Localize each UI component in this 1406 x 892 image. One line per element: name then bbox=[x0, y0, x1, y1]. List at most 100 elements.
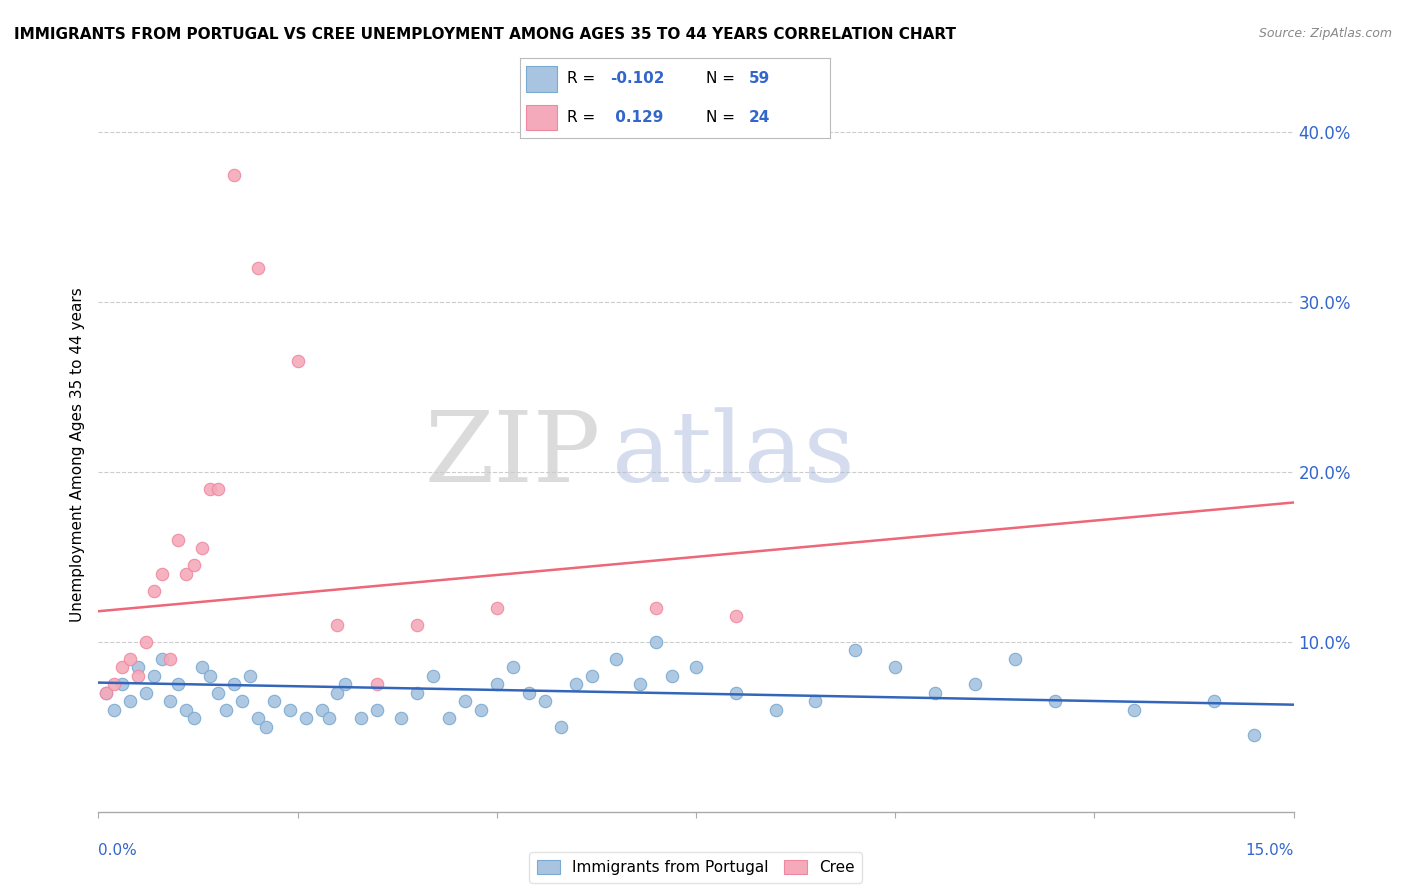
Text: Source: ZipAtlas.com: Source: ZipAtlas.com bbox=[1258, 27, 1392, 40]
Point bbox=[103, 703, 125, 717]
Point bbox=[183, 558, 205, 573]
Text: 15.0%: 15.0% bbox=[1246, 843, 1294, 858]
Point bbox=[174, 566, 197, 581]
Point bbox=[502, 660, 524, 674]
Point bbox=[437, 711, 460, 725]
Point bbox=[191, 541, 214, 556]
Point bbox=[389, 711, 412, 725]
Legend: Immigrants from Portugal, Cree: Immigrants from Portugal, Cree bbox=[530, 852, 862, 882]
Point bbox=[318, 711, 340, 725]
Point bbox=[406, 686, 429, 700]
Point bbox=[159, 694, 181, 708]
Point bbox=[191, 660, 214, 674]
Point bbox=[207, 686, 229, 700]
Point bbox=[804, 694, 827, 708]
Point bbox=[239, 669, 262, 683]
Point bbox=[645, 635, 668, 649]
Text: 59: 59 bbox=[749, 71, 770, 87]
Point bbox=[231, 694, 253, 708]
Point bbox=[183, 711, 205, 725]
Point bbox=[765, 703, 787, 717]
Point bbox=[685, 660, 707, 674]
Point bbox=[517, 686, 540, 700]
Point bbox=[724, 609, 747, 624]
Point bbox=[254, 720, 277, 734]
Text: R =: R = bbox=[567, 71, 600, 87]
Point bbox=[222, 168, 245, 182]
Point bbox=[470, 703, 492, 717]
Point bbox=[366, 677, 388, 691]
Point bbox=[1004, 652, 1026, 666]
Text: R =: R = bbox=[567, 110, 600, 125]
Point bbox=[366, 703, 388, 717]
Point bbox=[198, 669, 221, 683]
Point bbox=[103, 677, 125, 691]
Point bbox=[1243, 728, 1265, 742]
Point bbox=[143, 669, 166, 683]
Point bbox=[844, 643, 866, 657]
Point bbox=[96, 686, 118, 700]
Point bbox=[628, 677, 651, 691]
Text: ZIP: ZIP bbox=[425, 407, 600, 503]
Point bbox=[924, 686, 946, 700]
FancyBboxPatch shape bbox=[526, 66, 557, 92]
Point bbox=[207, 482, 229, 496]
Point bbox=[150, 652, 173, 666]
Point bbox=[127, 669, 149, 683]
Point bbox=[724, 686, 747, 700]
Y-axis label: Unemployment Among Ages 35 to 44 years: Unemployment Among Ages 35 to 44 years bbox=[69, 287, 84, 623]
Point bbox=[963, 677, 986, 691]
Point bbox=[120, 694, 142, 708]
Point bbox=[581, 669, 603, 683]
Text: N =: N = bbox=[706, 71, 740, 87]
Point bbox=[263, 694, 285, 708]
Point bbox=[1043, 694, 1066, 708]
Point bbox=[454, 694, 477, 708]
Point bbox=[311, 703, 333, 717]
Point bbox=[159, 652, 181, 666]
Point bbox=[167, 533, 190, 547]
FancyBboxPatch shape bbox=[526, 104, 557, 130]
Text: N =: N = bbox=[706, 110, 740, 125]
Point bbox=[335, 677, 357, 691]
Point bbox=[143, 583, 166, 598]
Point bbox=[645, 600, 668, 615]
Point bbox=[222, 677, 245, 691]
Point bbox=[215, 703, 238, 717]
Point bbox=[246, 260, 269, 275]
Point bbox=[661, 669, 683, 683]
Point bbox=[605, 652, 627, 666]
Point bbox=[198, 482, 221, 496]
Point bbox=[326, 617, 349, 632]
Text: -0.102: -0.102 bbox=[610, 71, 665, 87]
Point bbox=[326, 686, 349, 700]
Point bbox=[287, 354, 309, 368]
Point bbox=[350, 711, 373, 725]
Text: 0.0%: 0.0% bbox=[98, 843, 138, 858]
Point bbox=[294, 711, 316, 725]
Text: IMMIGRANTS FROM PORTUGAL VS CREE UNEMPLOYMENT AMONG AGES 35 TO 44 YEARS CORRELAT: IMMIGRANTS FROM PORTUGAL VS CREE UNEMPLO… bbox=[14, 27, 956, 42]
Point bbox=[406, 617, 429, 632]
Point bbox=[167, 677, 190, 691]
Point bbox=[127, 660, 149, 674]
Point bbox=[246, 711, 269, 725]
Point bbox=[533, 694, 555, 708]
Point bbox=[150, 566, 173, 581]
Point bbox=[135, 635, 157, 649]
Text: atlas: atlas bbox=[612, 407, 855, 503]
Point bbox=[174, 703, 197, 717]
Point bbox=[120, 652, 142, 666]
Point bbox=[111, 660, 134, 674]
Point bbox=[278, 703, 301, 717]
Point bbox=[96, 686, 118, 700]
Point bbox=[111, 677, 134, 691]
Point bbox=[485, 600, 508, 615]
Point bbox=[485, 677, 508, 691]
Point bbox=[884, 660, 907, 674]
Point bbox=[422, 669, 444, 683]
Point bbox=[1202, 694, 1225, 708]
Point bbox=[565, 677, 588, 691]
Text: 24: 24 bbox=[749, 110, 770, 125]
Text: 0.129: 0.129 bbox=[610, 110, 664, 125]
Point bbox=[1123, 703, 1146, 717]
